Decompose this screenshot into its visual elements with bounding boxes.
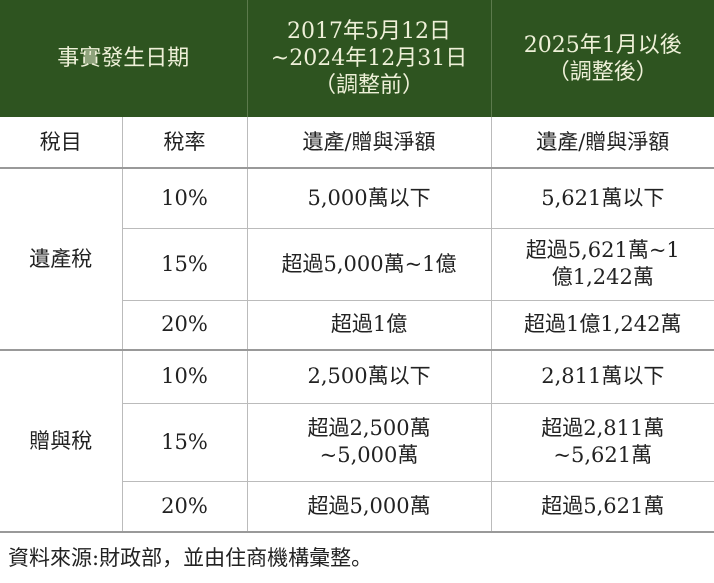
table-row: 20% 超過5,000萬 超過5,621萬: [0, 481, 714, 533]
amount-line: 超過5,621萬: [541, 493, 665, 518]
after-line1: 2025年1月以後: [523, 32, 682, 58]
rate-cell: 15%: [122, 403, 248, 482]
table-row: 15% 超過5,000萬~1億 超過5,621萬~1 億1,242萬: [0, 228, 714, 301]
amount-line: 超過2,500萬: [307, 416, 431, 440]
amount-line: 超過5,621萬~1: [525, 238, 680, 262]
amount-line: 超過5,000萬: [307, 493, 431, 518]
footnote: 資料來源:財政部，並由住商機構彙整。: [8, 546, 373, 570]
after-line2: （調整後）: [547, 59, 658, 85]
rate-cell: 10%: [122, 168, 248, 229]
rate-cell: 10%: [122, 350, 248, 404]
before-amount-cell: 5,000萬以下: [247, 168, 492, 229]
table-row: 15% 超過2,500萬 ~5,000萬 超過2,811萬 ~5,621萬: [0, 403, 714, 482]
before-amount-cell: 超過5,000萬~1億: [247, 228, 492, 301]
before-amount-cell: 超過2,500萬 ~5,000萬: [247, 403, 492, 482]
amount-line: ~5,000萬: [319, 443, 419, 467]
before-line3: （調整前）: [314, 73, 425, 98]
before-line2: ~2024年12月31日: [270, 46, 468, 71]
amount-line: 2,811萬以下: [541, 364, 665, 389]
before-amount-cell: 超過5,000萬: [247, 481, 492, 533]
amount-line: 超過2,811萬: [541, 416, 665, 440]
tax-type-header: 稅目: [0, 117, 123, 169]
before-period-header: 2017年5月12日 ~2024年12月31日 （調整前）: [247, 0, 492, 117]
table-row: 贈與稅 10% 2,500萬以下 2,811萬以下: [0, 350, 714, 533]
after-amount-cell: 超過5,621萬~1 億1,242萬: [491, 228, 714, 301]
amount-line: 超過1億: [330, 312, 408, 337]
before-line1: 2017年5月12日: [287, 19, 451, 44]
table-row: 遺產稅 10% 5,000萬以下 5,621萬以下: [0, 168, 714, 351]
amount-line: 5,000萬以下: [307, 185, 431, 210]
amount-line: 5,621萬以下: [541, 185, 665, 210]
amount-line: ~5,621萬: [553, 443, 653, 467]
after-amount-cell: 超過5,621萬: [491, 481, 714, 533]
table-row: 20% 超過1億 超過1億1,242萬: [0, 300, 714, 351]
header-row: 事實發生日期 2017年5月12日 ~2024年12月31日 （調整前） 202…: [0, 0, 714, 117]
rate-header: 稅率: [122, 117, 248, 169]
after-amount-header: 遺產/贈與淨額: [491, 117, 714, 169]
subheader-row: 稅目 稅率 遺產/贈與淨額 遺產/贈與淨額: [0, 117, 714, 169]
rate-cell: 15%: [122, 228, 248, 301]
before-amount-header: 遺產/贈與淨額: [247, 117, 492, 169]
tax-type-cell: 贈與稅: [0, 350, 123, 533]
before-amount-cell: 超過1億: [247, 300, 492, 351]
tax-type-cell: 遺產稅: [0, 168, 123, 351]
after-amount-cell: 5,621萬以下: [491, 168, 714, 229]
amount-line: 超過1億1,242萬: [524, 312, 682, 337]
after-amount-cell: 超過1億1,242萬: [491, 300, 714, 351]
before-amount-cell: 2,500萬以下: [247, 350, 492, 404]
amount-line: 超過5,000萬~1億: [281, 251, 457, 276]
amount-line: 億1,242萬: [551, 265, 654, 289]
rate-cell: 20%: [122, 300, 248, 351]
period-label: 事實發生日期: [0, 0, 248, 117]
rate-cell: 20%: [122, 481, 248, 533]
after-period-header: 2025年1月以後 （調整後）: [491, 0, 714, 117]
after-amount-cell: 超過2,811萬 ~5,621萬: [491, 403, 714, 482]
after-amount-cell: 2,811萬以下: [491, 350, 714, 404]
amount-line: 2,500萬以下: [307, 364, 431, 389]
